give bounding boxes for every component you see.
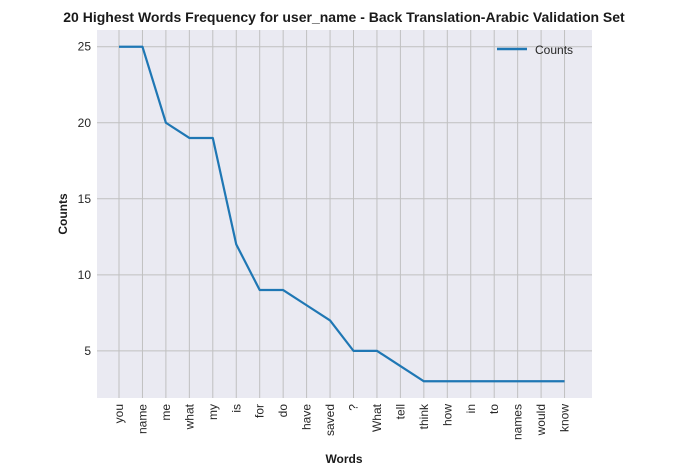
x-tick-label: to: [487, 404, 501, 414]
y-axis-label: Counts: [56, 193, 70, 235]
series-line-counts: [119, 45, 565, 383]
y-axis-ticks: 5 10 15 20 25: [78, 40, 92, 358]
x-tick-label: what: [182, 403, 196, 430]
y-tick-label: 25: [78, 40, 92, 54]
x-axis-ticks: you name me what my is for do have saved? What tell…: [112, 403, 572, 440]
x-tick-label: would: [534, 404, 548, 436]
legend-label-counts: Counts: [535, 43, 573, 57]
plot-area: [97, 30, 592, 398]
chart-title: 20 Highest Words Frequency for user_name…: [63, 9, 625, 25]
x-tick-label: ?: [347, 404, 361, 411]
x-tick-label: saved: [323, 404, 337, 436]
y-tick-label: 15: [78, 192, 92, 206]
x-tick-label: how: [440, 404, 454, 426]
x-tick-label: have: [300, 404, 314, 430]
y-tick-label: 5: [84, 344, 91, 358]
x-tick-label: is: [229, 404, 243, 413]
x-tick-label: name: [135, 404, 149, 434]
x-tick-label: my: [206, 404, 220, 420]
legend: Counts: [497, 43, 573, 57]
x-tick-label: you: [112, 404, 126, 423]
grid-lines: [97, 30, 592, 398]
x-tick-label: What: [370, 403, 384, 432]
x-tick-label: me: [159, 404, 173, 421]
x-tick-label: think: [417, 403, 431, 429]
x-tick-label: in: [464, 404, 478, 413]
x-tick-label: tell: [393, 404, 407, 419]
x-tick-label: for: [253, 404, 267, 418]
x-axis-label: Words: [325, 452, 362, 466]
y-tick-label: 20: [78, 116, 92, 130]
y-tick-label: 10: [78, 268, 92, 282]
x-tick-label: know: [558, 404, 572, 432]
x-tick-label: names: [511, 404, 525, 440]
x-tick-label: do: [276, 404, 290, 418]
